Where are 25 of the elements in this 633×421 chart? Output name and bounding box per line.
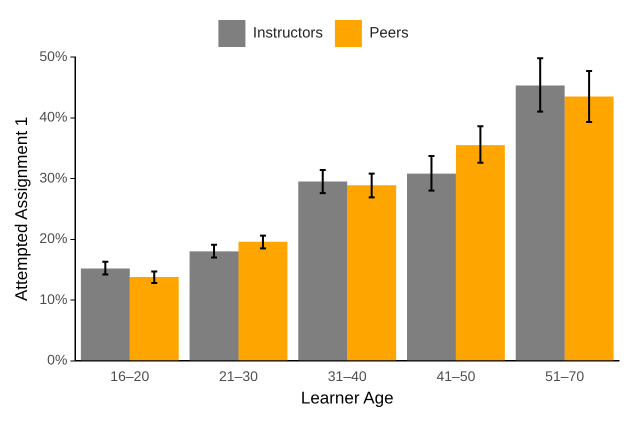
bar [407,174,456,360]
legend-label: Instructors [252,24,323,42]
y-axis-title: Attempted Assignment 1 [12,116,31,302]
x-tick-label: 41–50 [436,368,476,384]
y-tick-label: 30% [39,169,68,186]
bar [190,251,238,360]
y-tick-label: 40% [39,108,68,125]
x-tick-label: 16–20 [110,368,150,384]
bar [298,182,348,360]
y-tick-label: 20% [39,230,68,246]
x-tick-label: 51–70 [545,368,584,384]
x-axis-title: Learner Age [300,388,394,408]
x-tick-label: 21–30 [219,368,258,384]
x-tick-label: 31–40 [328,368,367,384]
bar [238,242,288,360]
y-tick-label: 0% [47,352,68,368]
bar [516,86,565,360]
legend-label: Peers [369,24,409,42]
bar [564,96,614,360]
bar [347,185,396,360]
bar [130,276,179,360]
y-tick-label: 10% [39,290,68,307]
bar [456,145,505,360]
y-tick-label: 50% [39,48,68,64]
bar [80,268,130,360]
